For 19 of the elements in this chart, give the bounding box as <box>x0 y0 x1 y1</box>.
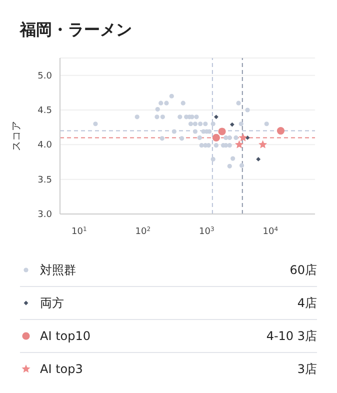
text: 4-10 3店 <box>266 328 317 344</box>
x-tick-label: 10$^{4}$ <box>262 226 278 237</box>
text: 3店 <box>297 360 317 378</box>
y-tick-label: 4.5 <box>38 106 52 116</box>
legend-label: 両方 <box>40 294 65 312</box>
legend-label: 対照群 <box>40 262 77 278</box>
y-axis-title: スコア <box>12 121 23 151</box>
y-tick-label: 3.5 <box>38 175 52 186</box>
y-tick-label: 5.0 <box>38 71 52 82</box>
y-tick-label: 4.0 <box>38 140 52 151</box>
x-tick-label: 10$^{1}$ <box>72 226 88 237</box>
legend-label: AI top10 <box>40 329 92 343</box>
chart-title: 福岡・ラーメン <box>18 19 133 41</box>
legend-label: AI top3 <box>40 362 84 376</box>
text: 60店 <box>290 262 317 278</box>
text: 4店 <box>297 294 317 312</box>
x-tick-label: 10$^{3}$ <box>199 226 215 237</box>
y-tick-label: 3.0 <box>38 210 52 220</box>
x-tick-label: 10$^{2}$ <box>135 226 151 237</box>
